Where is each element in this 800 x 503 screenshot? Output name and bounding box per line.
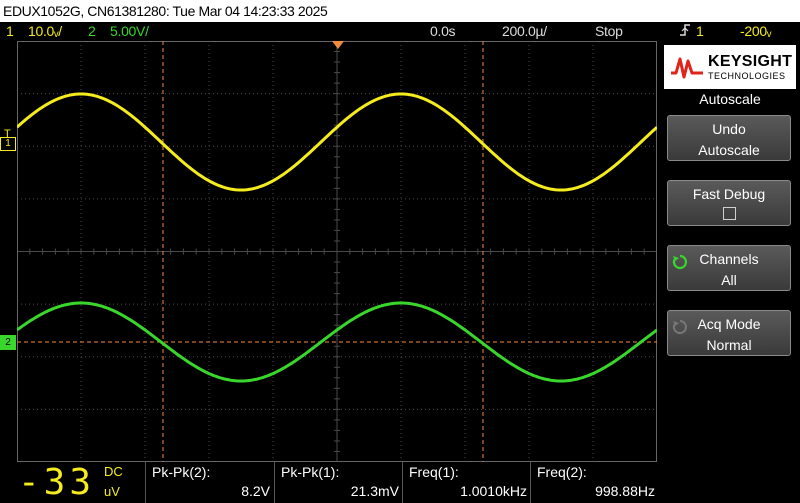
- keysight-logo: KEYSIGHT TECHNOLOGIES: [664, 45, 796, 89]
- trigger-level-marker[interactable]: T: [4, 128, 11, 140]
- measurement-bar: -33 DC uV Pk-Pk(2): 8.2V Pk-Pk(1): 21.3m…: [0, 462, 660, 503]
- trigger-edge-icon: [679, 22, 691, 43]
- ch2-number[interactable]: 2: [88, 23, 96, 39]
- measurement-freq-1[interactable]: Freq(1): 1.0010kHz: [402, 462, 531, 503]
- time-offset[interactable]: 0.0s: [430, 23, 456, 39]
- logo-brand: KEYSIGHT: [708, 53, 793, 70]
- ch2-scale[interactable]: 5.00V/: [110, 23, 149, 39]
- graticule: [15, 40, 659, 463]
- measurement-pkpk-1[interactable]: Pk-Pk(1): 21.3mV: [274, 462, 403, 503]
- ch1-scale[interactable]: 10.0ᵥ/: [28, 23, 62, 39]
- ch1-ground-marker[interactable]: 1: [0, 137, 16, 151]
- trigger-level[interactable]: -200ᵥ: [740, 23, 772, 39]
- rotate-knob-icon: [672, 254, 688, 270]
- logo-sub: TECHNOLOGIES: [708, 71, 786, 81]
- dvm-readout: -33: [18, 462, 96, 503]
- acq-mode-button[interactable]: Acq Mode Normal: [667, 310, 791, 356]
- ch1-waveform: [15, 92, 659, 192]
- time-scale[interactable]: 200.0µ/: [502, 23, 547, 39]
- softkey-panel: KEYSIGHT TECHNOLOGIES Autoscale Undo Aut…: [660, 41, 800, 503]
- title-bar: EDUX1052G, CN61381280: Tue Mar 04 14:23:…: [0, 0, 800, 22]
- waveform-display[interactable]: [15, 40, 659, 463]
- keysight-wave-icon: [671, 57, 703, 79]
- trigger-position-marker: [332, 41, 344, 49]
- trigger-source[interactable]: 1: [696, 23, 704, 39]
- measurement-freq-2[interactable]: Freq(2): 998.88Hz: [530, 462, 659, 503]
- fast-debug-checkbox[interactable]: [723, 207, 736, 220]
- ch2-ground-marker[interactable]: 2: [0, 335, 16, 350]
- dvm-unit: uV: [104, 484, 120, 499]
- channels-button[interactable]: Channels All: [667, 245, 791, 291]
- measurement-pkpk-2[interactable]: Pk-Pk(2): 8.2V: [145, 462, 274, 503]
- run-state[interactable]: Stop: [595, 23, 623, 39]
- ch2-waveform: [16, 301, 658, 383]
- status-bar: 1 10.0ᵥ/ 2 5.00V/ 0.0s 200.0µ/ Stop 1 -2…: [0, 22, 800, 41]
- window-title: EDUX1052G, CN61381280: Tue Mar 04 14:23:…: [3, 3, 328, 19]
- undo-autoscale-button[interactable]: Undo Autoscale: [667, 115, 791, 161]
- dvm-coupling: DC: [104, 464, 123, 479]
- fast-debug-button[interactable]: Fast Debug: [667, 180, 791, 226]
- rotate-knob-icon-dim: [672, 320, 687, 334]
- ch1-number[interactable]: 1: [6, 23, 14, 39]
- menu-title: Autoscale: [699, 91, 761, 107]
